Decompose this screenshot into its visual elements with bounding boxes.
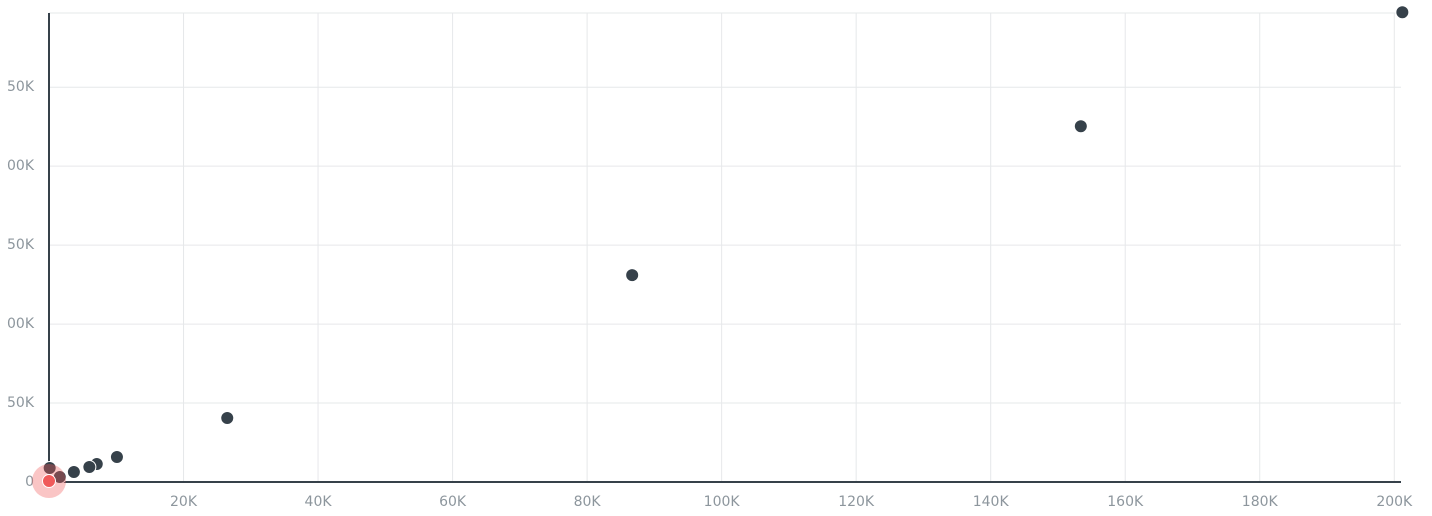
x-tick-label: 120K bbox=[838, 494, 875, 510]
x-tick-label: 60K bbox=[439, 494, 467, 510]
y-tick-label: 00K bbox=[7, 158, 35, 174]
point bbox=[1073, 119, 1088, 134]
y-tick-label: 00K bbox=[7, 316, 35, 332]
point bbox=[1395, 5, 1410, 20]
point bbox=[625, 268, 640, 283]
point bbox=[82, 459, 97, 474]
y-tick-label: 50K bbox=[7, 79, 35, 95]
point bbox=[42, 474, 56, 489]
point bbox=[66, 465, 81, 480]
point bbox=[109, 450, 124, 465]
x-tick-label: 40K bbox=[305, 494, 333, 510]
y-tick-label: 0 bbox=[25, 474, 34, 490]
x-tick-label: 200K bbox=[1376, 494, 1413, 510]
x-tick-label: 180K bbox=[1242, 494, 1279, 510]
x-tick-label: 20K bbox=[170, 494, 198, 510]
x-tick-label: 80K bbox=[574, 494, 602, 510]
x-tick-label: 100K bbox=[704, 494, 741, 510]
y-tick-label: 50K bbox=[7, 395, 35, 411]
y-tick-label: 50K bbox=[7, 237, 35, 253]
x-tick-label: 140K bbox=[973, 494, 1010, 510]
x-tick-label: 160K bbox=[1107, 494, 1144, 510]
point bbox=[220, 411, 235, 426]
